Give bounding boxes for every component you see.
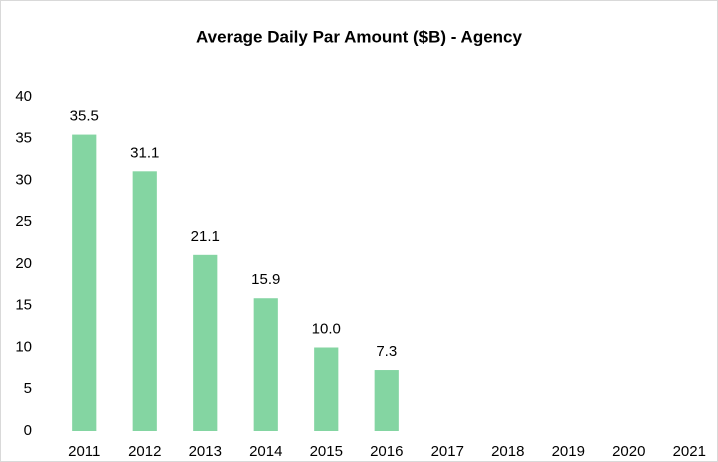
x-tick-label: 2012 <box>128 443 161 460</box>
bar <box>193 254 218 431</box>
y-tick-label: 40 <box>15 88 32 105</box>
data-label: 35.5 <box>70 108 99 125</box>
bar <box>132 171 157 431</box>
x-tick-label: 2014 <box>249 443 282 460</box>
bar <box>72 134 97 431</box>
bar <box>314 347 339 431</box>
chart-title: Average Daily Par Amount ($B) - Agency <box>196 27 522 46</box>
x-tick-label: 2020 <box>612 443 645 460</box>
x-tick-label: 2015 <box>310 443 343 460</box>
y-tick-label: 0 <box>24 422 32 439</box>
y-tick-label: 25 <box>15 213 32 230</box>
data-label: 7.3 <box>376 343 397 360</box>
data-label: 10.0 <box>312 320 341 337</box>
y-tick-label: 15 <box>15 297 32 314</box>
y-tick-label: 30 <box>15 171 32 188</box>
x-tick-label: 2018 <box>491 443 524 460</box>
x-tick-label: 2013 <box>189 443 222 460</box>
data-label: 31.1 <box>130 144 159 161</box>
data-label: 15.9 <box>251 271 280 288</box>
x-tick-label: 2019 <box>552 443 585 460</box>
bar <box>374 370 399 431</box>
y-tick-label: 20 <box>15 255 32 272</box>
x-tick-label: 2016 <box>370 443 403 460</box>
y-tick-label: 5 <box>24 380 32 397</box>
x-tick-label: 2011 <box>68 443 100 460</box>
y-tick-label: 10 <box>15 338 32 355</box>
y-tick-label: 35 <box>15 130 32 147</box>
x-tick-label: 2017 <box>431 443 464 460</box>
x-tick-label: 2021 <box>673 443 706 460</box>
bar <box>253 298 278 431</box>
data-label: 21.1 <box>191 228 220 245</box>
